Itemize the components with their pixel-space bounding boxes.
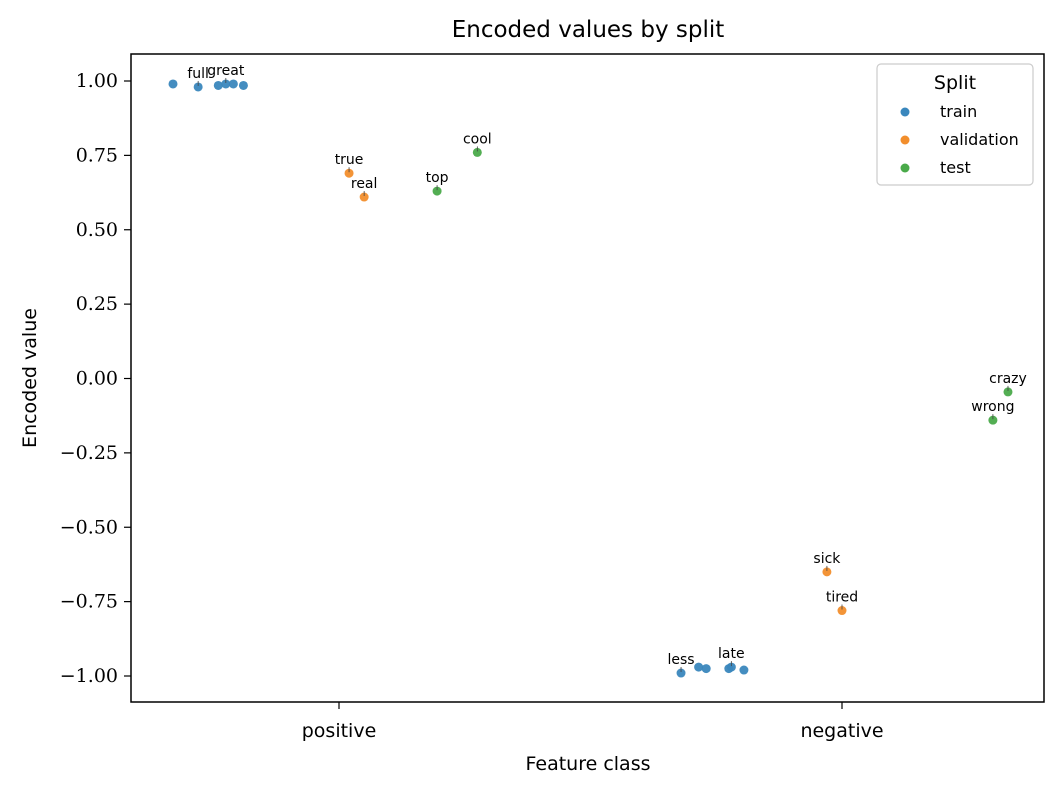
point-label: late [718,646,745,662]
data-points [168,79,1013,678]
point-label: real [351,176,378,192]
point-train [701,664,711,674]
x-axis: positive negative [302,702,884,742]
point-validation [344,168,354,178]
y-tick-label: 0.25 [76,293,118,315]
y-tick-label: 0.00 [76,368,118,390]
point-validation [359,192,369,202]
point-label: crazy [989,371,1027,387]
legend-label-validation: validation [940,130,1019,149]
point-train [739,665,749,675]
legend-marker-validation [900,135,910,145]
point-test [1003,387,1013,397]
legend-title: Split [934,72,976,94]
point-label: full [187,66,209,82]
legend-label-train: train [940,102,977,121]
point-train [228,79,238,89]
y-tick-label: −1.00 [60,665,118,687]
x-axis-label: Feature class [525,753,650,775]
point-train [726,662,736,672]
point-label: tired [826,590,858,606]
point-label: great [207,63,245,79]
point-train [694,662,704,672]
y-tick-label: 1.00 [76,70,118,92]
point-validation [822,567,832,577]
point-train [193,82,203,92]
point-train [221,79,231,89]
legend-box [876,63,1034,186]
point-label: sick [813,551,841,567]
legend: Split train validation test [876,63,1034,186]
point-train [168,79,178,89]
y-axis: 1.00 0.75 0.50 0.25 0.00 −0.25 −0.50 −0.75 −1.00 [60,70,131,687]
point-train [676,668,686,678]
y-tick-label: 0.75 [76,144,118,166]
y-tick-label: 0.50 [76,219,118,241]
x-tick-label: positive [302,720,377,742]
x-tick-label: negative [800,720,883,742]
point-label: wrong [971,399,1014,415]
y-tick-label: −0.75 [60,591,118,613]
point-label: less [667,652,694,668]
legend-label-test: test [940,158,971,177]
point-train [238,80,248,90]
point-test [988,415,998,425]
point-test [432,186,442,196]
point-train [213,80,223,90]
point-label: cool [463,131,492,147]
legend-marker-test [900,163,910,173]
y-tick-label: −0.25 [60,442,118,464]
point-label: top [426,170,449,186]
point-validation [837,606,847,616]
y-axis-label: Encoded value [19,308,41,448]
chart-title: Encoded values by split [452,17,725,43]
y-tick-label: −0.50 [60,516,118,538]
point-test [472,147,482,157]
legend-marker-train [900,107,910,117]
point-label: true [335,152,364,168]
